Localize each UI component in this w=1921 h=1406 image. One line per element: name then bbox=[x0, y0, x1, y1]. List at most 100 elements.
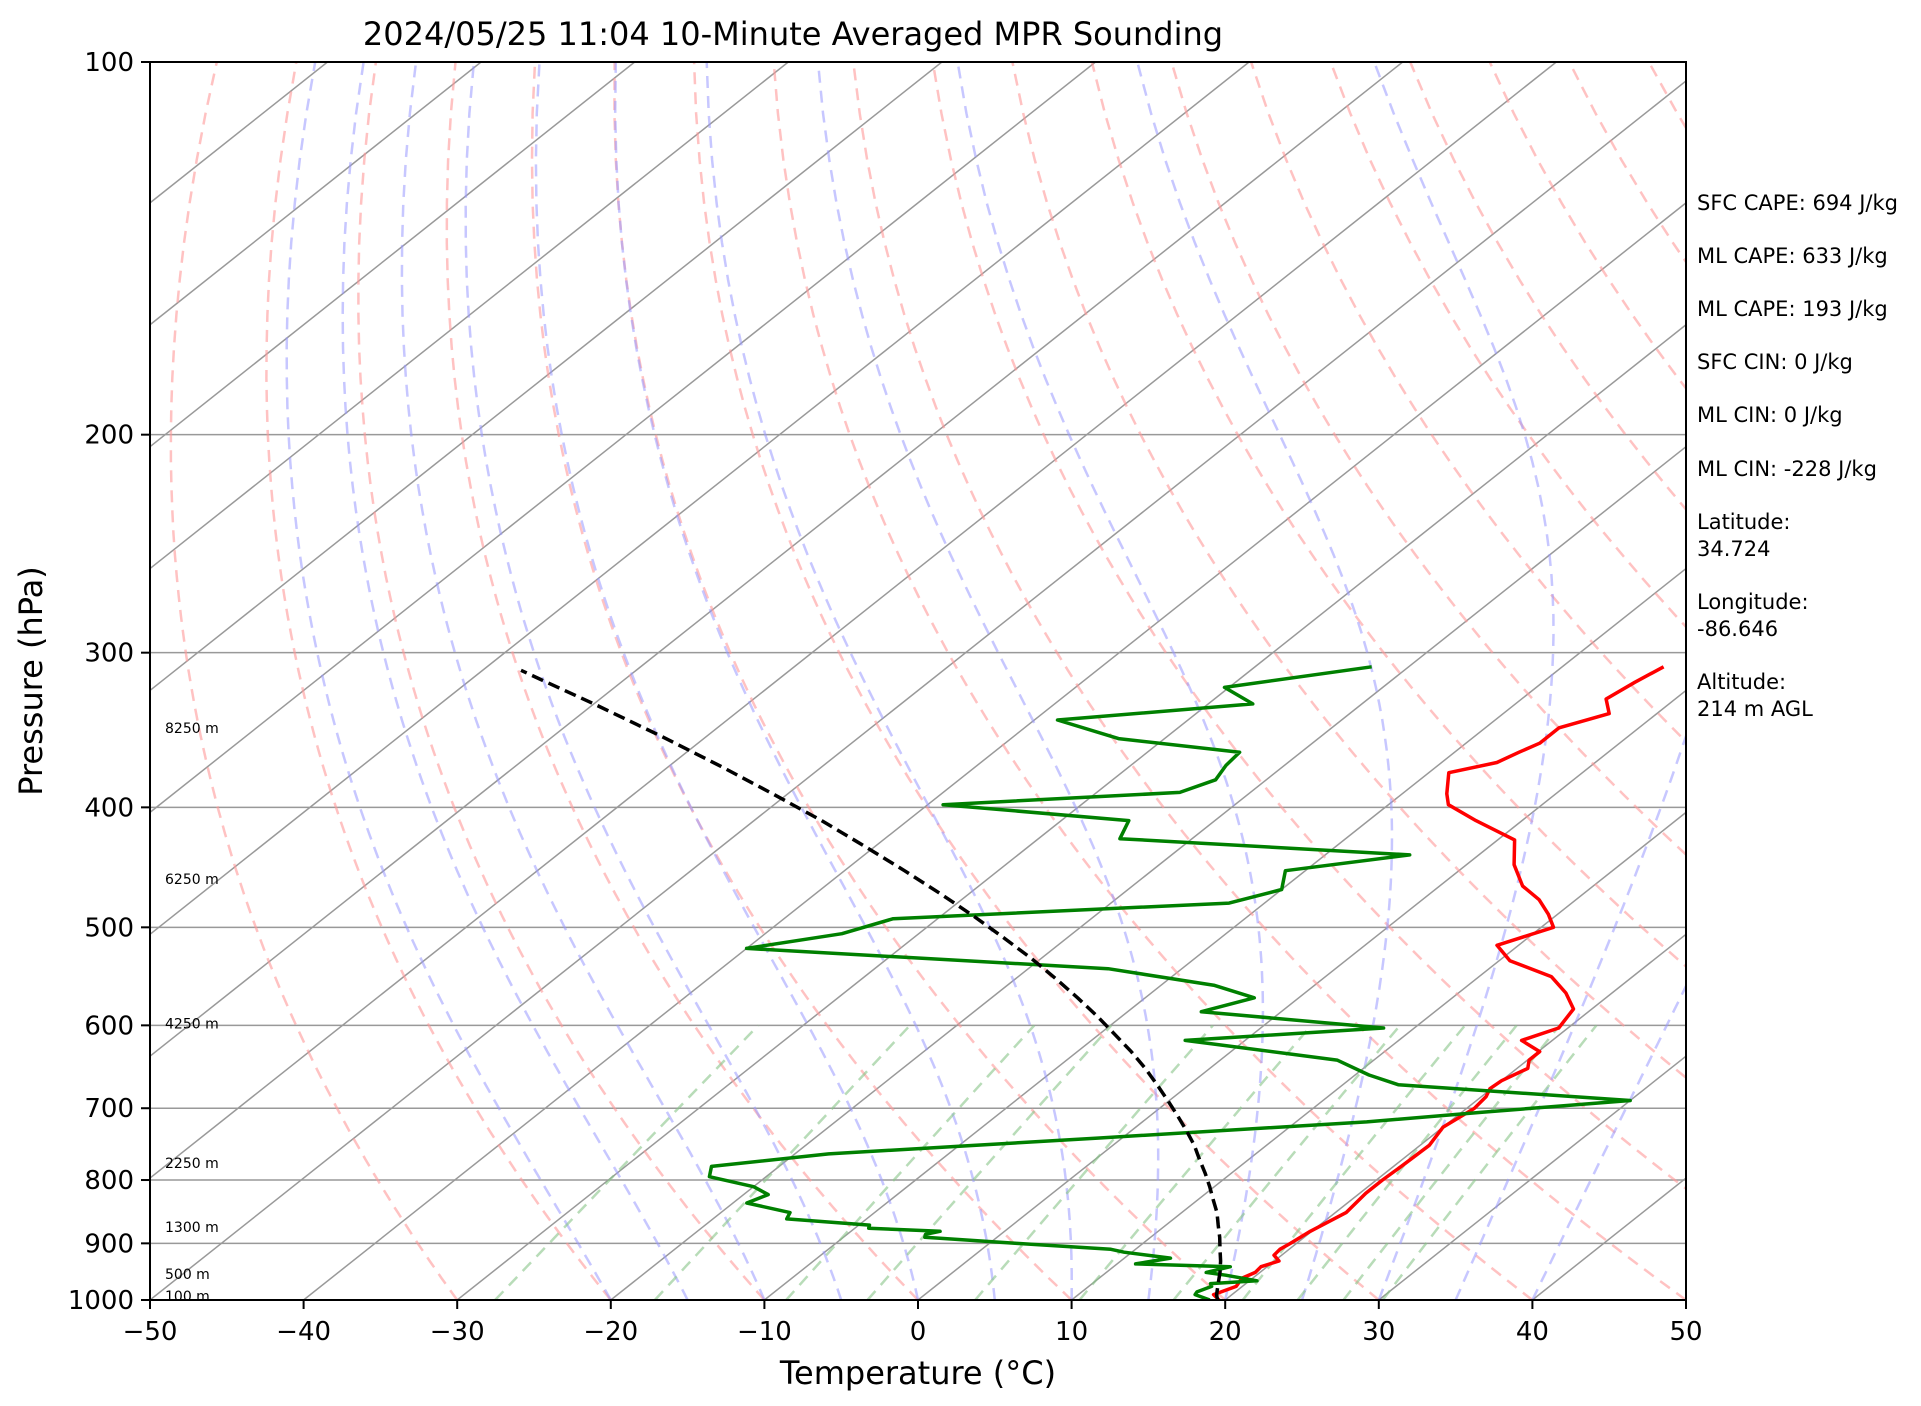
moist-adiabat-line bbox=[816, 62, 1160, 1300]
isotherm-line bbox=[610, 445, 1686, 1300]
dry-adiabat-line bbox=[169, 62, 459, 1300]
x-tick-label: 10 bbox=[1055, 1317, 1088, 1347]
dry-adiabat-line bbox=[445, 62, 919, 1300]
x-tick-label: 20 bbox=[1209, 1317, 1242, 1347]
y-tick-label: 100 bbox=[84, 48, 134, 78]
isotherm-line bbox=[150, 79, 1686, 1300]
isotherm-line bbox=[150, 62, 1557, 1180]
info-line: ML CAPE: 633 J/kg bbox=[1697, 244, 1888, 268]
dry-adiabat-line bbox=[852, 62, 1686, 1300]
info-line: 214 m AGL bbox=[1697, 697, 1813, 721]
info-line: ML CIN: 0 J/kg bbox=[1697, 403, 1843, 427]
height-label: 500 m bbox=[165, 1267, 210, 1283]
y-tick-label: 1000 bbox=[68, 1286, 134, 1316]
info-line: 34.724 bbox=[1697, 537, 1770, 561]
y-tick-label: 700 bbox=[84, 1094, 134, 1124]
moist-adiabat-line bbox=[400, 62, 766, 1300]
info-line: SFC CIN: 0 J/kg bbox=[1697, 350, 1853, 374]
isotherm-line bbox=[1378, 1055, 1686, 1300]
isotherm-line bbox=[763, 567, 1686, 1300]
sounding-series bbox=[520, 665, 1665, 1300]
y-tick-label: 400 bbox=[84, 793, 134, 823]
dry-adiabat-line bbox=[1249, 62, 1686, 744]
y-tick-label: 500 bbox=[84, 913, 134, 943]
moist-adiabat-line bbox=[285, 62, 612, 1300]
height-label: 2250 m bbox=[165, 1156, 219, 1172]
dry-adiabat-line bbox=[1329, 62, 1686, 629]
x-tick-label: 50 bbox=[1669, 1317, 1702, 1347]
moist-adiabat-line bbox=[705, 62, 1074, 1300]
height-label: 8250 m bbox=[165, 721, 219, 737]
isotherm-line bbox=[150, 62, 1096, 814]
info-line: Longitude: bbox=[1697, 590, 1809, 614]
isotherm-line bbox=[456, 323, 1686, 1300]
moist-adiabat-line bbox=[613, 62, 997, 1300]
dry-adiabat-line bbox=[613, 62, 1227, 1300]
isotherm-line bbox=[1224, 933, 1686, 1300]
isotherm-line bbox=[917, 689, 1686, 1300]
mixing-ratio-line bbox=[1078, 1024, 1313, 1300]
moist-adiabat-line bbox=[534, 62, 920, 1300]
y-axis-label: Pressure (hPa) bbox=[12, 566, 50, 796]
x-axis: −50 −40 −30 −20 −10 0 10 20 30 40 50 bbox=[123, 1300, 1703, 1347]
x-tick-label: −40 bbox=[276, 1317, 331, 1347]
dewpoint-profile bbox=[707, 665, 1632, 1300]
x-tick-label: 0 bbox=[910, 1317, 927, 1347]
y-tick-label: 800 bbox=[84, 1166, 134, 1196]
info-line: ML CAPE: 193 J/kg bbox=[1697, 297, 1888, 321]
x-tick-label: −30 bbox=[430, 1317, 485, 1347]
info-line: ML CIN: -228 J/kg bbox=[1697, 457, 1877, 481]
parcel-path bbox=[520, 668, 1223, 1300]
dry-adiabat-line bbox=[530, 62, 1073, 1300]
isotherm-line bbox=[150, 62, 636, 448]
x-axis-label: Temperature (°C) bbox=[779, 1354, 1056, 1392]
dry-adiabat-line bbox=[357, 62, 766, 1300]
mixing-ratio-line bbox=[1172, 1024, 1401, 1300]
mixing-ratio-line bbox=[974, 1024, 1214, 1300]
y-tick-label: 600 bbox=[84, 1011, 134, 1041]
isotherm-line bbox=[150, 62, 482, 326]
dry-adiabat-line bbox=[772, 62, 1534, 1300]
height-label: 6250 m bbox=[165, 872, 219, 888]
mixing-ratio-line bbox=[653, 1024, 911, 1300]
info-panel: SFC CAPE: 694 J/kg ML CAPE: 633 J/kg ML CA… bbox=[1697, 191, 1898, 721]
temperature-profile bbox=[1211, 665, 1665, 1300]
info-line: Altitude: bbox=[1697, 670, 1786, 694]
mixing-ratio-line bbox=[494, 1024, 760, 1300]
isotherm-line bbox=[150, 62, 943, 692]
dry-adiabat-line bbox=[265, 62, 612, 1300]
height-label: 1300 m bbox=[165, 1220, 219, 1236]
isotherm-line bbox=[150, 62, 1250, 936]
mixing-ratio-line bbox=[1342, 1024, 1561, 1300]
chart-title: 2024/05/25 11:04 10-Minute Averaged MPR … bbox=[363, 15, 1223, 53]
height-label: 4250 m bbox=[165, 1017, 219, 1033]
y-axis: 100 200 300 400 500 600 700 800 900 1000 bbox=[68, 48, 150, 1316]
mixing-ratio-line bbox=[785, 1024, 1036, 1300]
mixing-ratio-line bbox=[1381, 1024, 1598, 1300]
moist-adiabat-line bbox=[1136, 62, 1394, 1300]
moist-adiabat-line bbox=[1373, 62, 1555, 1300]
isotherm-line bbox=[303, 201, 1686, 1300]
dry-adiabat-line bbox=[1090, 62, 1686, 969]
info-line: SFC CAPE: 694 J/kg bbox=[1697, 191, 1898, 215]
moist-adiabat-line bbox=[1454, 62, 1686, 1300]
moist-adiabat-line bbox=[341, 62, 689, 1300]
dry-adiabat-line bbox=[1011, 62, 1686, 1080]
dry-adiabat-line bbox=[1170, 62, 1686, 857]
mixing-ratio-line bbox=[1296, 1024, 1518, 1300]
y-tick-label: 200 bbox=[84, 421, 134, 451]
dry-adiabat-line bbox=[1888, 62, 1921, 1300]
y-tick-label: 900 bbox=[84, 1229, 134, 1259]
x-tick-label: −50 bbox=[123, 1317, 178, 1347]
height-label: 100 m bbox=[165, 1289, 210, 1305]
x-tick-label: −20 bbox=[583, 1317, 638, 1347]
isotherm-line bbox=[1071, 811, 1686, 1300]
background-lines bbox=[150, 62, 1921, 1300]
mixing-ratio-line bbox=[866, 1024, 1113, 1300]
isotherm-line bbox=[150, 62, 789, 570]
y-tick-label: 300 bbox=[84, 639, 134, 669]
info-line: -86.646 bbox=[1697, 617, 1778, 641]
height-labels: 8250 m 6250 m 4250 m 2250 m 1300 m 500 m 100 m bbox=[165, 721, 219, 1305]
x-tick-label: −10 bbox=[737, 1317, 792, 1347]
